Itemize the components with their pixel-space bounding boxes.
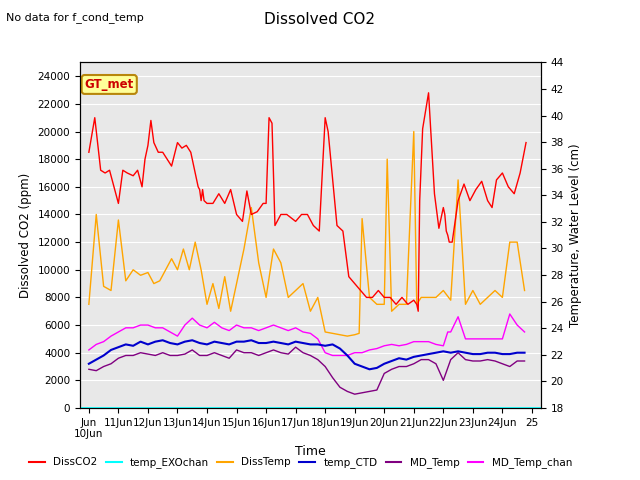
Text: Dissolved CO2: Dissolved CO2 <box>264 12 376 27</box>
Text: GT_met: GT_met <box>84 78 134 91</box>
Text: No data for f_cond_temp: No data for f_cond_temp <box>6 12 144 23</box>
Y-axis label: Temperature, Water Level (cm): Temperature, Water Level (cm) <box>570 144 582 327</box>
Legend: DissCO2, temp_EXOchan, DissTemp, temp_CTD, MD_Temp, MD_Temp_chan: DissCO2, temp_EXOchan, DissTemp, temp_CT… <box>26 453 576 472</box>
Y-axis label: Dissolved CO2 (ppm): Dissolved CO2 (ppm) <box>19 173 32 298</box>
X-axis label: Time: Time <box>295 445 326 458</box>
